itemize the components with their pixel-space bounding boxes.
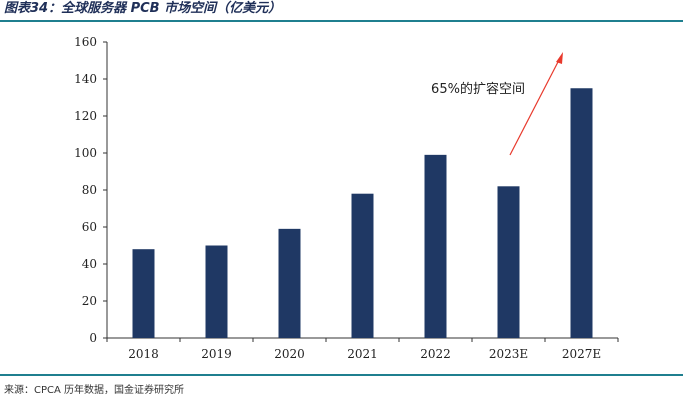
bottom-divider <box>0 374 683 376</box>
annotation-arrow-line <box>509 59 560 156</box>
x-tick-label: 2021 <box>347 347 378 361</box>
y-tick-label: 160 <box>74 35 97 49</box>
bar-2020 <box>278 228 301 338</box>
y-tick-label: 120 <box>74 109 97 123</box>
x-tick-label: 2023E <box>489 347 528 361</box>
y-tick-label: 80 <box>82 183 97 197</box>
bar-2023E <box>497 186 520 338</box>
x-tick-label: 2018 <box>128 347 159 361</box>
bar-2019 <box>205 245 228 338</box>
y-tick-label: 20 <box>82 294 97 308</box>
annotation-label: 65%的扩容空间 <box>431 81 525 97</box>
x-tick-label: 2020 <box>274 347 305 361</box>
y-tick-label: 40 <box>82 257 97 271</box>
y-tick-label: 60 <box>82 220 97 234</box>
bar-2027E <box>570 88 593 338</box>
y-tick-label: 100 <box>74 146 97 160</box>
chart-title: 图表34：全球服务器 PCB 市场空间（亿美元） <box>4 1 282 16</box>
bar-2018 <box>132 249 155 338</box>
y-tick-label: 140 <box>74 72 97 86</box>
y-tick-label: 0 <box>89 331 97 345</box>
bar-2021 <box>351 193 374 338</box>
top-divider <box>0 20 683 22</box>
x-tick-label: 2019 <box>201 347 232 361</box>
bar-2022 <box>424 154 447 338</box>
x-tick-label: 2027E <box>562 347 601 361</box>
source-note: 来源：CPCA 历年数据，国金证券研究所 <box>4 385 185 396</box>
annotation-arrow-head <box>556 52 563 64</box>
x-tick-label: 2022 <box>420 347 451 361</box>
